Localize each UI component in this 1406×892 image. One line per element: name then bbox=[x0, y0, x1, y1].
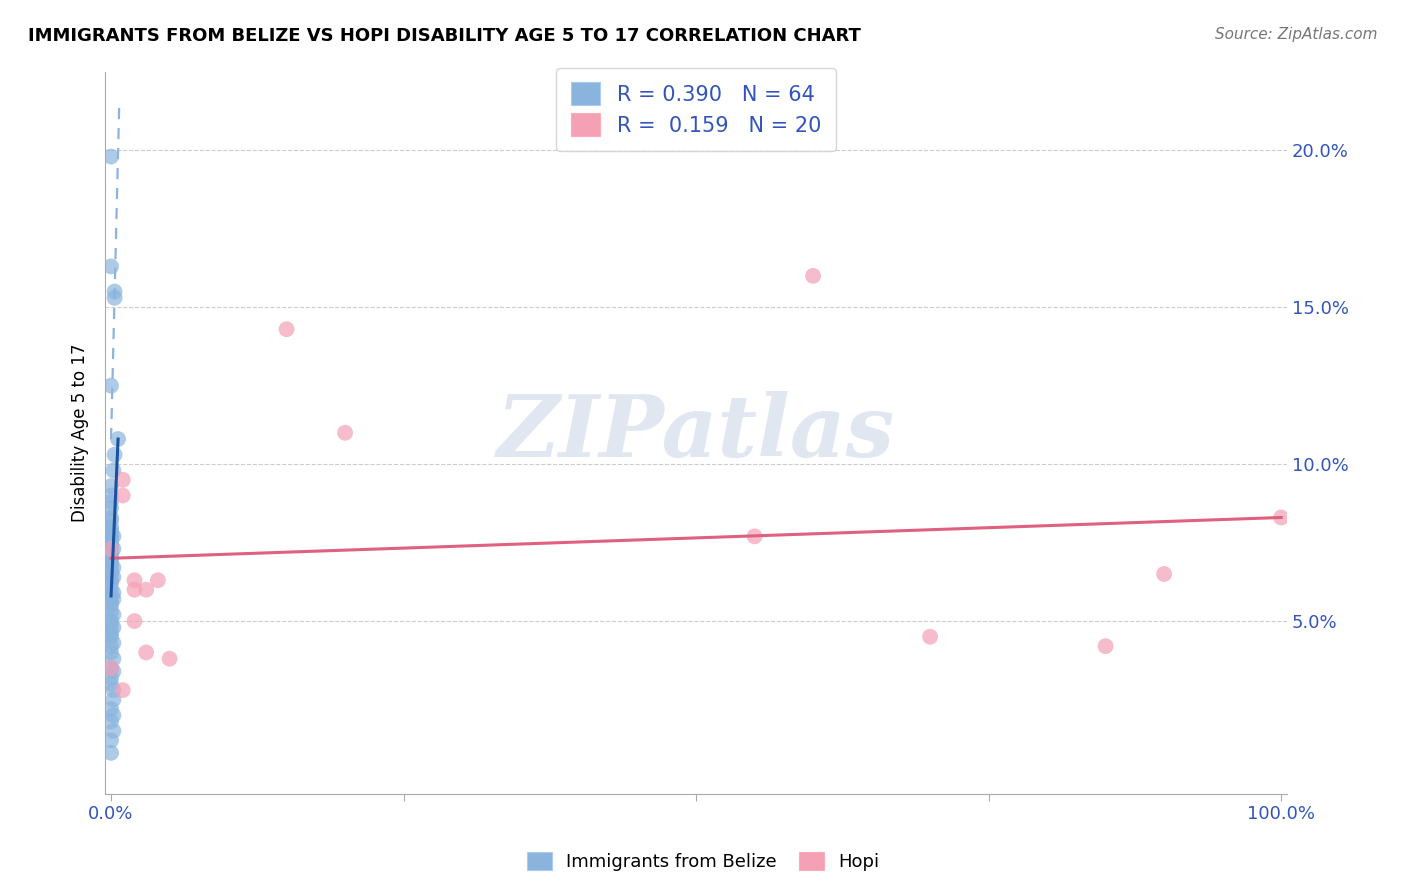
Point bbox=[100, 645, 122, 659]
Y-axis label: Disability Age 5 to 17: Disability Age 5 to 17 bbox=[72, 343, 89, 522]
Point bbox=[100, 545, 122, 559]
Point bbox=[100, 599, 122, 613]
Point bbox=[276, 322, 298, 336]
Point bbox=[159, 651, 181, 665]
Point bbox=[146, 574, 169, 588]
Point bbox=[135, 582, 157, 597]
Point bbox=[100, 529, 122, 543]
Point bbox=[100, 551, 122, 566]
Point bbox=[100, 677, 122, 691]
Point bbox=[103, 586, 125, 600]
Point bbox=[100, 489, 122, 503]
Point bbox=[1270, 510, 1292, 524]
Point bbox=[103, 541, 125, 556]
Point bbox=[100, 617, 122, 632]
Point bbox=[100, 526, 122, 541]
Point bbox=[100, 661, 122, 675]
Point bbox=[100, 523, 122, 537]
Point bbox=[100, 576, 122, 591]
Point bbox=[100, 533, 122, 547]
Point bbox=[100, 548, 122, 562]
Point bbox=[100, 495, 122, 509]
Point bbox=[100, 378, 122, 392]
Point bbox=[100, 624, 122, 638]
Text: IMMIGRANTS FROM BELIZE VS HOPI DISABILITY AGE 5 TO 17 CORRELATION CHART: IMMIGRANTS FROM BELIZE VS HOPI DISABILIT… bbox=[28, 27, 860, 45]
Point bbox=[103, 570, 125, 584]
Point bbox=[103, 607, 125, 622]
Point bbox=[100, 566, 122, 581]
Point bbox=[333, 425, 356, 440]
Point bbox=[100, 479, 122, 493]
Point bbox=[100, 714, 122, 729]
Point bbox=[124, 614, 146, 628]
Point bbox=[100, 661, 122, 675]
Point bbox=[100, 595, 122, 609]
Point bbox=[103, 285, 125, 299]
Point bbox=[100, 514, 122, 528]
Point bbox=[103, 723, 125, 738]
Point bbox=[1153, 566, 1175, 581]
Text: ZIPatlas: ZIPatlas bbox=[498, 391, 896, 475]
Point bbox=[100, 582, 122, 597]
Point bbox=[103, 463, 125, 477]
Point bbox=[107, 432, 129, 446]
Point bbox=[801, 268, 824, 283]
Point bbox=[100, 733, 122, 747]
Point bbox=[100, 541, 122, 556]
Point bbox=[103, 448, 125, 462]
Point bbox=[920, 630, 942, 644]
Legend: R = 0.390   N = 64, R =  0.159   N = 20: R = 0.390 N = 64, R = 0.159 N = 20 bbox=[557, 68, 835, 151]
Text: Source: ZipAtlas.com: Source: ZipAtlas.com bbox=[1215, 27, 1378, 42]
Point bbox=[124, 574, 146, 588]
Point bbox=[103, 665, 125, 679]
Point bbox=[103, 291, 125, 305]
Point bbox=[100, 558, 122, 572]
Point bbox=[103, 708, 125, 723]
Point bbox=[124, 582, 146, 597]
Point bbox=[111, 683, 134, 698]
Point bbox=[100, 671, 122, 685]
Point bbox=[103, 592, 125, 607]
Point bbox=[103, 529, 125, 543]
Point bbox=[103, 620, 125, 634]
Point bbox=[100, 702, 122, 716]
Point bbox=[111, 473, 134, 487]
Point bbox=[100, 535, 122, 549]
Point bbox=[1094, 639, 1116, 653]
Point bbox=[100, 501, 122, 516]
Point bbox=[100, 554, 122, 568]
Point bbox=[100, 564, 122, 578]
Point bbox=[103, 692, 125, 706]
Point bbox=[100, 260, 122, 274]
Point bbox=[100, 574, 122, 588]
Point bbox=[103, 683, 125, 698]
Point bbox=[103, 651, 125, 665]
Point bbox=[100, 746, 122, 760]
Point bbox=[100, 614, 122, 628]
Point bbox=[135, 645, 157, 659]
Point bbox=[100, 510, 122, 524]
Point bbox=[100, 630, 122, 644]
Point bbox=[100, 150, 122, 164]
Point bbox=[744, 529, 766, 543]
Point bbox=[100, 626, 122, 640]
Point bbox=[111, 489, 134, 503]
Point bbox=[100, 539, 122, 553]
Point bbox=[100, 589, 122, 603]
Point bbox=[100, 639, 122, 653]
Point bbox=[100, 520, 122, 534]
Point bbox=[103, 636, 125, 650]
Point bbox=[103, 560, 125, 574]
Legend: Immigrants from Belize, Hopi: Immigrants from Belize, Hopi bbox=[519, 845, 887, 879]
Point bbox=[100, 605, 122, 619]
